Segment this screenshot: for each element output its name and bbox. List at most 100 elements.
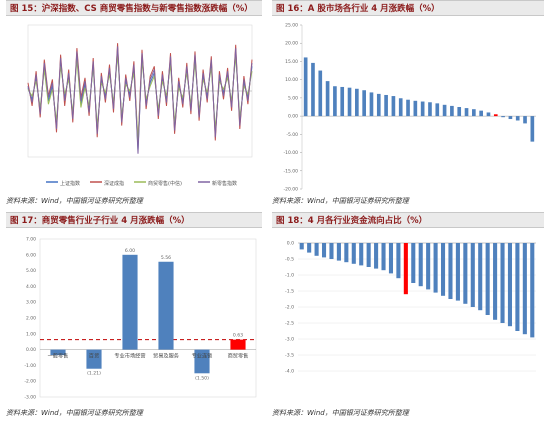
bar-2 [86,349,102,369]
figure-15-title: 图 15：沪深指数、CS 商贸零售指数与新零售指数涨跌幅（%） [6,0,262,16]
bar-5 [329,243,334,259]
bar-14 [398,98,403,117]
y-tick-label: -20.00 [283,187,298,193]
data-label: (1.50) [195,375,209,381]
y-tick-label: -0.5 [285,257,294,263]
bar-11 [376,93,381,117]
bar-29 [507,243,513,327]
bar-20 [442,104,447,117]
bar-28 [500,243,505,323]
bar-5 [333,86,337,117]
bar-5 [194,349,210,374]
bar-4 [158,261,174,350]
bar-4 [325,81,330,117]
bar-12 [381,243,386,271]
bar-1 [299,243,304,250]
data-label: (1.21) [87,371,101,377]
bar-24 [472,109,476,117]
bar-21 [448,243,453,299]
y-tick-label: 5.00 [288,95,298,101]
y-tick-label: 0.00 [288,114,298,120]
legend-label: 新零售指数 [212,180,237,187]
bar-15 [406,99,410,117]
figure-17-chart: 7.00 6.00 5.00 4.00 3.00 2.00 1.00 0.00 -1.00 -2.… [24,237,257,401]
bar-18 [428,102,432,117]
figure-15-chart: 上证指数 深证成指 商贸零售(中信) 新零售指数 [27,24,253,187]
bar-22 [455,243,460,301]
bar-23 [464,108,469,117]
y-tick-label: -4.0 [285,369,294,375]
y-tick-label: -10.00 [283,150,298,156]
figure-16-panel: 图 16：A 股市场各行业 4 月涨跌幅（%） 25.00 20.00 15.00 1… [272,0,544,210]
bar-6 [230,339,246,350]
bar-23 [463,243,468,304]
legend-item-4: 新零售指数 [198,180,237,187]
y-tick-label: -2.5 [285,321,294,327]
bar-4 [321,243,327,258]
data-label: 5.56 [161,255,171,261]
bar-3 [318,70,323,117]
y-tick-label: 10.00 [285,77,298,83]
figure-18-panel: 图 18：4 月各行业资金流向占比（%） 0.0 -0.5 -1.0 -1.5 -2.0… [272,212,544,422]
figure-18-title: 图 18：4 月各行业资金流向占比（%） [272,212,544,228]
figure-16-source: 资料来源：Wind，中国银河证券研究所整理 [272,197,409,205]
y-tick-label: -2.0 [285,305,294,311]
figure-18-source: 资料来源：Wind，中国银河证券研究所整理 [272,409,409,417]
legend-label: 上证指数 [60,180,80,187]
bar-3 [314,243,319,256]
figure-17-title: 图 17：商贸零售行业子行业 4 月涨跌幅（%） [6,212,262,228]
y-tick-label: -3.5 [285,353,294,359]
legend-label: 深证成指 [104,180,124,187]
bar-13 [391,96,396,117]
y-tick-label: 1.00 [26,331,36,337]
y-tick-label: -1.0 [285,273,294,279]
bar-20 [440,243,446,296]
bar-8 [355,88,359,117]
bar-30 [515,243,520,331]
bar-19 [433,243,438,293]
y-tick-label: 7.00 [26,237,36,243]
bar-17 [420,101,425,117]
data-label: 0.63 [233,333,243,339]
bar-7 [347,87,352,117]
series-line-4 [27,46,253,154]
category-label: 百货 [89,352,99,360]
y-tick-label: 25.00 [285,23,298,29]
bar-11 [374,243,379,269]
y-tick-label: 5.00 [26,268,36,274]
bar-27 [493,114,498,117]
bar-1 [50,349,66,356]
y-tick-label: 6.00 [26,252,36,258]
y-tick-label: -1.5 [285,289,294,295]
y-tick-label: 3.00 [26,300,36,306]
bar-2 [311,62,315,117]
bar-28 [501,116,505,118]
bar-25 [478,243,483,311]
bar-22 [457,107,462,117]
bar-31 [523,116,527,124]
figure-16-chart: 25.00 20.00 15.00 10.00 5.00 0.00 -5.00 -10.00 -… [283,23,536,193]
figure-18-chart: 0.0 -0.5 -1.0 -1.5 -2.0 -2.5 -3.0 -3.5 -4.0 [285,241,536,375]
bar-13 [388,243,394,274]
bar-7 [344,243,349,263]
figure-16-title: 图 16：A 股市场各行业 4 月涨跌幅（%） [272,0,544,16]
category-label: 专业连锁 [192,352,213,360]
bar-6 [340,86,345,117]
legend-item-3: 商贸零售(中信) [134,180,182,187]
bar-26 [486,112,491,117]
legend-item-2: 深证成指 [90,180,124,187]
category-label: 一般零售 [48,352,69,360]
y-tick-label: 0.00 [26,347,36,353]
bar-12 [384,94,388,117]
figure-15-source: 资料来源：Wind，中国银河证券研究所整理 [6,197,143,205]
y-tick-label: 4.00 [26,284,36,290]
y-tick-label: -15.00 [283,168,298,174]
bar-15 [403,243,408,295]
legend-label: 商贸零售(中信) [148,180,182,187]
category-label: 专业市场经营 [114,352,145,360]
bar-26 [485,243,490,315]
bar-32 [530,243,535,338]
y-tick-label: 0.0 [287,241,294,247]
bar-30 [515,116,520,121]
plot-area [39,238,257,398]
